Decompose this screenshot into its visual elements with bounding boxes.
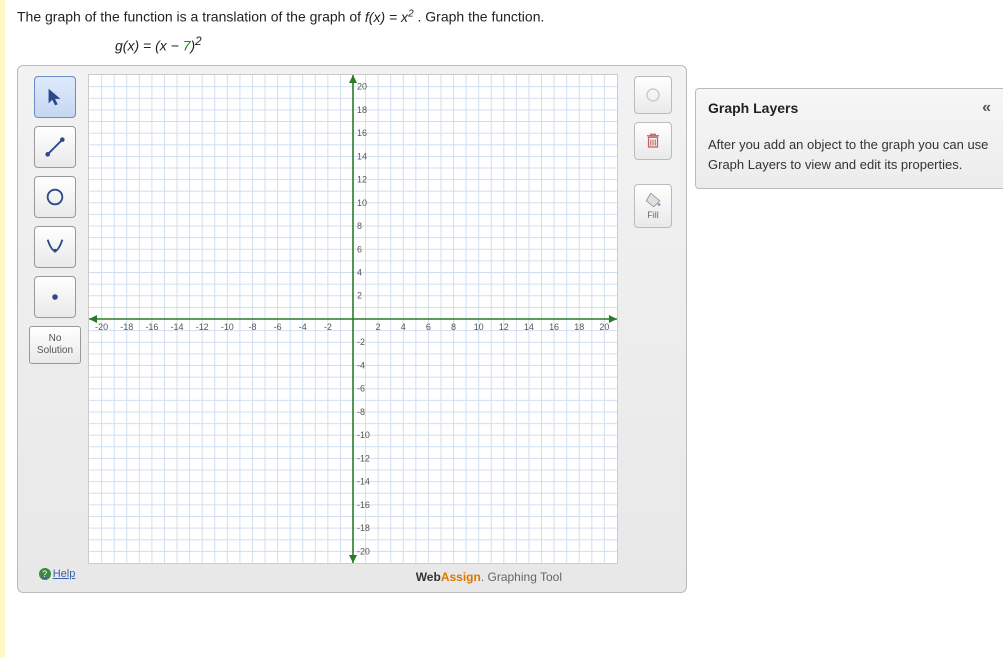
formula: g(x) = (x − 7)2 <box>5 31 1004 66</box>
svg-text:-12: -12 <box>196 322 209 332</box>
svg-text:10: 10 <box>357 198 367 208</box>
svg-text:6: 6 <box>426 322 431 332</box>
tool-toolbar: No Solution ? Help <box>26 74 84 584</box>
question-text-before: The graph of the function is a translati… <box>17 9 365 25</box>
question-prompt: The graph of the function is a translati… <box>5 0 1004 31</box>
delete-button[interactable] <box>634 122 672 160</box>
svg-text:-12: -12 <box>357 454 370 464</box>
svg-text:-10: -10 <box>221 322 234 332</box>
svg-text:-4: -4 <box>357 361 365 371</box>
fill-label: Fill <box>647 210 659 220</box>
svg-text:-16: -16 <box>145 322 158 332</box>
svg-text:-8: -8 <box>357 407 365 417</box>
graph-layers-body: After you add an object to the graph you… <box>696 127 1003 188</box>
fill-button[interactable]: Fill <box>634 184 672 228</box>
svg-text:20: 20 <box>357 82 367 92</box>
svg-text:16: 16 <box>549 322 559 332</box>
formula-sup: 2 <box>195 35 201 48</box>
question-fx: f(x) = x <box>365 9 408 25</box>
svg-text:-10: -10 <box>357 430 370 440</box>
svg-text:-20: -20 <box>95 322 108 332</box>
svg-text:-20: -20 <box>357 547 370 557</box>
branding-suffix: . Graphing Tool <box>481 570 562 584</box>
graph-layers-panel: Graph Layers « After you add an object t… <box>695 88 1003 189</box>
svg-text:-2: -2 <box>357 338 365 348</box>
branding: WebAssign. Graphing Tool <box>84 564 622 584</box>
svg-text:-14: -14 <box>357 477 370 487</box>
no-solution-button[interactable]: No Solution <box>29 326 81 364</box>
svg-text:-18: -18 <box>357 523 370 533</box>
svg-text:4: 4 <box>401 322 406 332</box>
svg-text:-14: -14 <box>171 322 184 332</box>
svg-text:12: 12 <box>357 175 367 185</box>
svg-text:-4: -4 <box>299 322 307 332</box>
svg-text:20: 20 <box>599 322 609 332</box>
no-solution-line2: Solution <box>30 345 80 357</box>
graphing-tool: No Solution ? Help -20-18-16-14-12-10-8-… <box>17 65 687 593</box>
svg-text:-6: -6 <box>274 322 282 332</box>
svg-text:-6: -6 <box>357 384 365 394</box>
svg-text:8: 8 <box>451 322 456 332</box>
svg-text:-16: -16 <box>357 500 370 510</box>
svg-text:18: 18 <box>574 322 584 332</box>
graph-layers-title: Graph Layers <box>708 100 798 116</box>
svg-text:-2: -2 <box>324 322 332 332</box>
svg-text:2: 2 <box>357 291 362 301</box>
help-icon: ? <box>39 568 51 580</box>
svg-text:8: 8 <box>357 221 362 231</box>
svg-text:14: 14 <box>357 152 367 162</box>
svg-text:18: 18 <box>357 105 367 115</box>
svg-text:4: 4 <box>357 268 362 278</box>
line-tool-button[interactable] <box>34 126 76 168</box>
clear-selection-button[interactable] <box>634 76 672 114</box>
branding-assign: Assign <box>441 570 481 584</box>
svg-text:6: 6 <box>357 245 362 255</box>
no-solution-line1: No <box>30 333 80 345</box>
help-link[interactable]: ? Help <box>35 558 76 584</box>
svg-text:-8: -8 <box>248 322 256 332</box>
svg-text:14: 14 <box>524 322 534 332</box>
question-text-after: . Graph the function. <box>418 9 545 25</box>
svg-text:2: 2 <box>376 322 381 332</box>
circle-tool-button[interactable] <box>34 176 76 218</box>
svg-text:-18: -18 <box>120 322 133 332</box>
side-controls: Fill <box>628 74 678 584</box>
formula-lhs: g(x) = (x − <box>115 37 183 53</box>
branding-web: Web <box>416 570 441 584</box>
svg-text:12: 12 <box>499 322 509 332</box>
svg-text:10: 10 <box>474 322 484 332</box>
graph-canvas[interactable]: -20 -18 -16 -14 -12 -10 -8 -6 -4 -2 2 4 6 8 10 12 14 16 18… <box>88 74 618 564</box>
point-tool-button[interactable] <box>34 276 76 318</box>
pointer-tool-button[interactable] <box>34 76 76 118</box>
help-label: Help <box>53 568 76 580</box>
parabola-tool-button[interactable] <box>34 226 76 268</box>
collapse-icon[interactable]: « <box>982 99 991 117</box>
question-fx-sup: 2 <box>408 8 414 19</box>
svg-text:16: 16 <box>357 128 367 138</box>
